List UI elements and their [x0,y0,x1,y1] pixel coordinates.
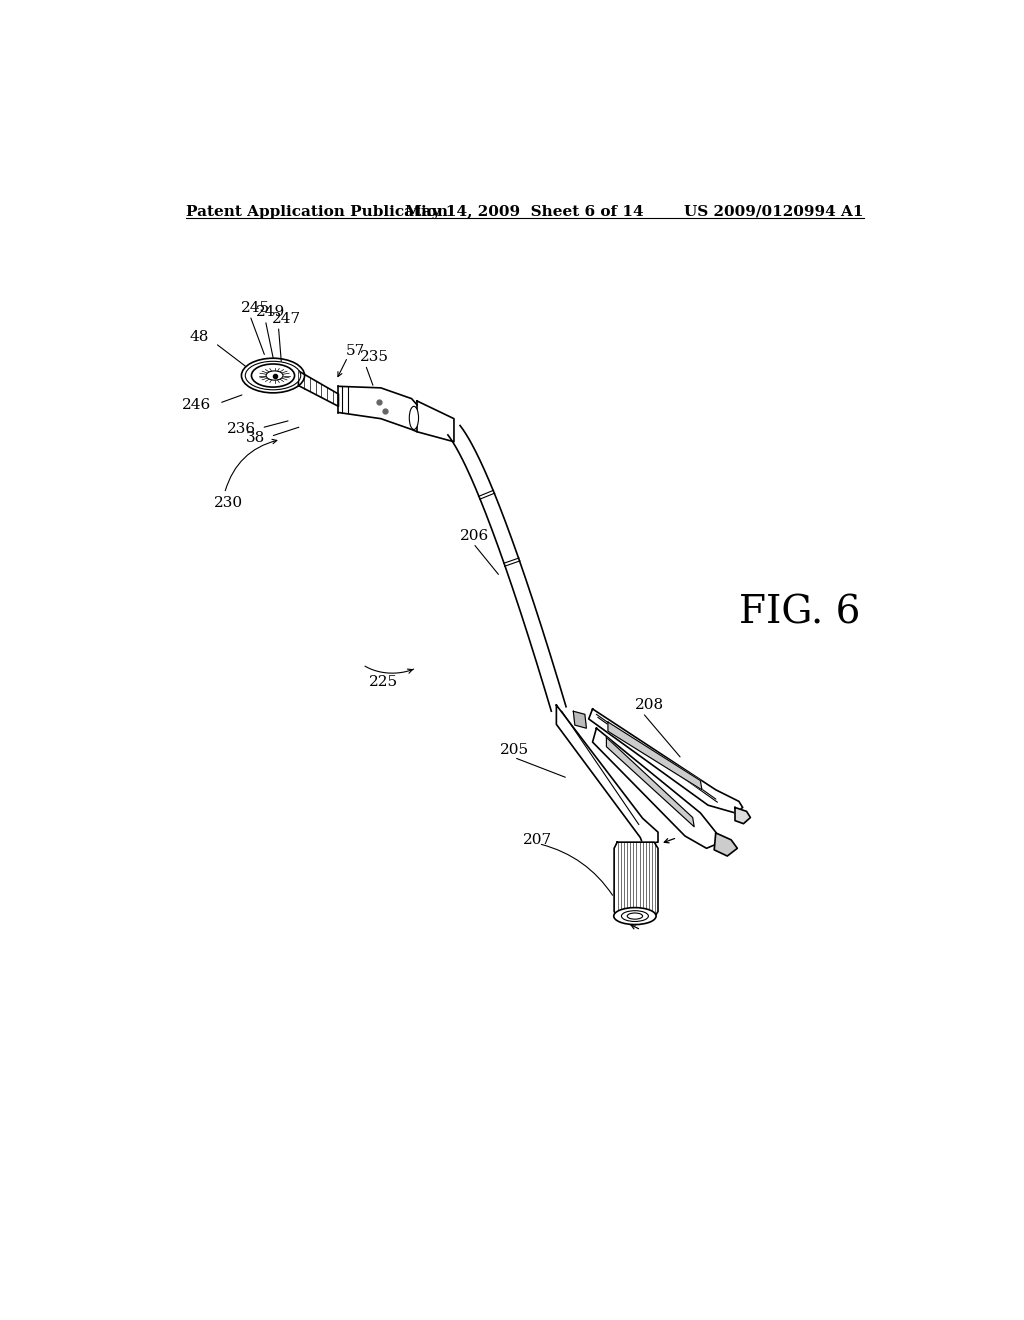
Polygon shape [593,729,717,849]
Text: 38: 38 [246,430,265,445]
Polygon shape [573,711,587,729]
Text: 249: 249 [256,305,286,319]
Text: 235: 235 [360,350,389,364]
Text: 206: 206 [460,529,489,543]
Ellipse shape [252,364,295,387]
Text: FIG. 6: FIG. 6 [739,594,860,631]
Text: US 2009/0120994 A1: US 2009/0120994 A1 [684,205,863,219]
Text: Patent Application Publication: Patent Application Publication [186,205,449,219]
Polygon shape [735,808,751,824]
Text: 247: 247 [272,312,301,326]
Text: 48: 48 [189,330,209,345]
Text: 246: 246 [182,397,211,412]
Ellipse shape [613,908,656,924]
Text: 225: 225 [370,675,398,689]
Text: 205: 205 [500,743,529,756]
Polygon shape [589,709,742,813]
Polygon shape [339,387,417,432]
Text: 245: 245 [241,301,269,314]
Text: 208: 208 [635,698,664,711]
Ellipse shape [242,358,304,393]
Polygon shape [298,371,339,407]
Text: May 14, 2009  Sheet 6 of 14: May 14, 2009 Sheet 6 of 14 [406,205,644,219]
Polygon shape [614,842,658,917]
Text: 57: 57 [346,345,366,358]
Text: 230: 230 [214,496,243,511]
Text: 207: 207 [523,833,552,847]
Polygon shape [714,833,737,857]
Ellipse shape [410,407,419,429]
Polygon shape [606,738,694,826]
Ellipse shape [622,911,648,921]
Polygon shape [608,722,701,789]
Polygon shape [556,705,658,843]
Text: 236: 236 [227,422,256,437]
Polygon shape [447,425,566,711]
Ellipse shape [246,362,301,389]
Ellipse shape [628,913,643,919]
Polygon shape [417,401,454,442]
Ellipse shape [266,371,283,380]
